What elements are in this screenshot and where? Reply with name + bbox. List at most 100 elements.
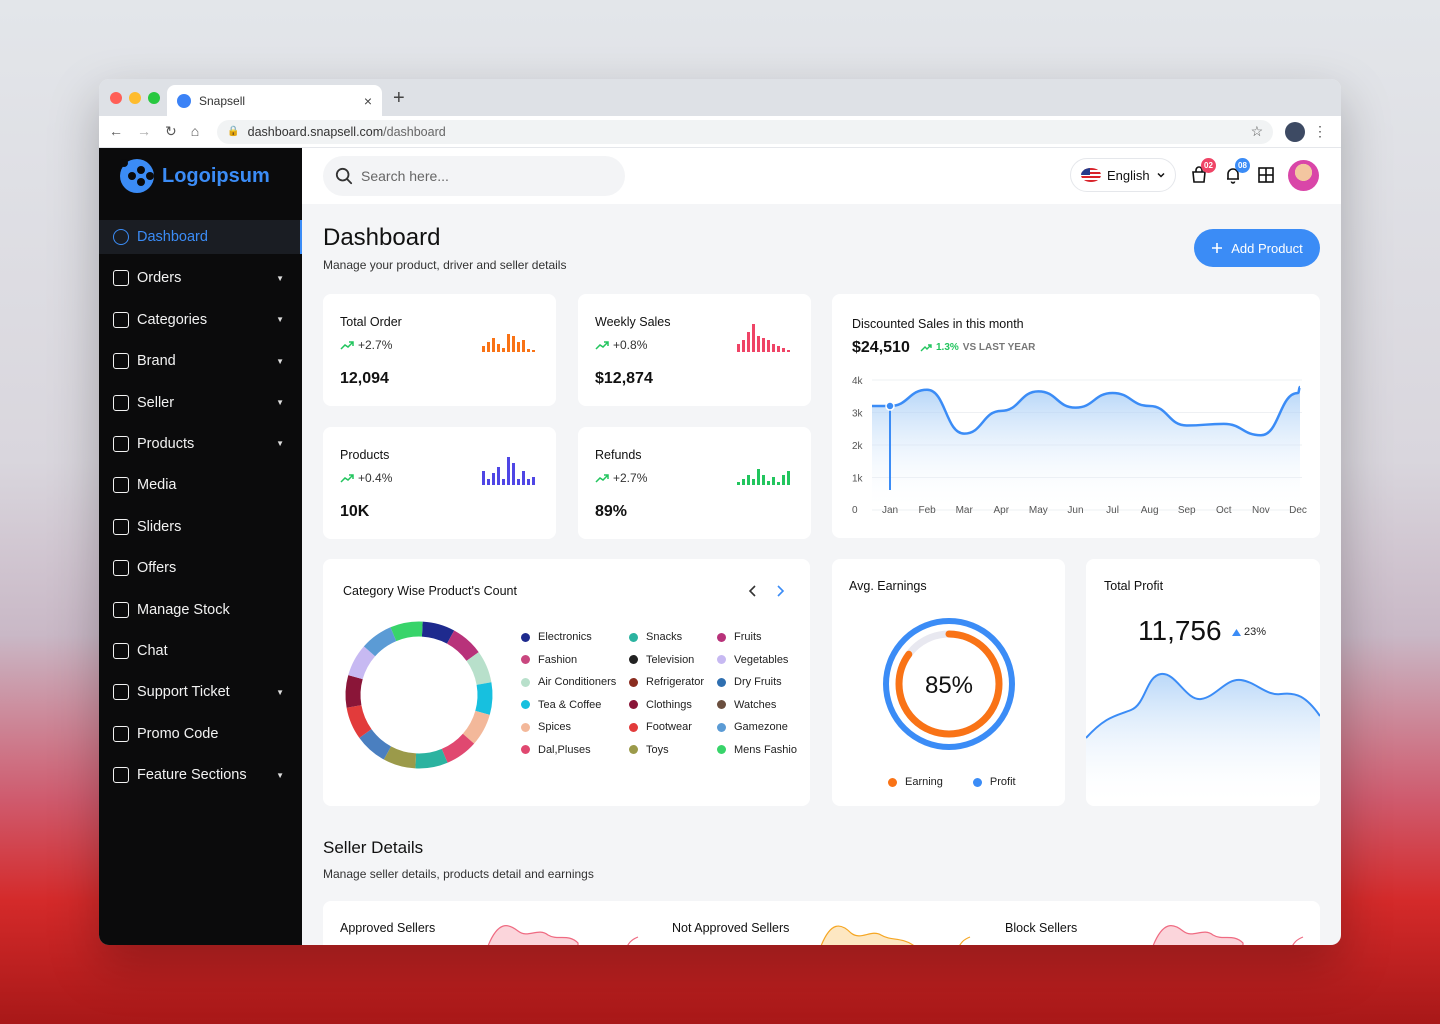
stat-card-refunds: Refunds +2.7% 89% xyxy=(578,427,811,539)
earnings-legend: Earning Profit xyxy=(888,776,1016,788)
legend-item: Dal,Pluses xyxy=(521,744,629,756)
user-avatar[interactable] xyxy=(1288,160,1319,191)
search-box xyxy=(323,156,625,196)
url-field[interactable]: 🔒 dashboard.snapsell.com/dashboard ☆ xyxy=(217,119,1274,144)
category-title: Category Wise Product's Count xyxy=(343,584,517,598)
discounted-sales-chart: 0 1k 2k 3k 4k Jan Feb Mar Apr May Jun Jul Aug Sep Oct N… xyxy=(852,376,1307,516)
language-select[interactable]: English xyxy=(1070,158,1176,192)
home-icon[interactable]: ⌂ xyxy=(190,123,200,139)
discounted-sales-card: Discounted Sales in this month $24,510 1… xyxy=(832,294,1320,538)
sidebar-item-support-ticket[interactable]: Support Ticket ▼ xyxy=(99,675,302,709)
x-tick-label: Apr xyxy=(993,505,1009,516)
chevron-down-icon[interactable]: ▼ xyxy=(276,439,284,449)
x-tick-label: Nov xyxy=(1252,505,1270,516)
donut-slice xyxy=(346,704,372,738)
legend-label: Tea & Coffee xyxy=(538,698,602,711)
stock-icon xyxy=(113,601,129,618)
notifications-button[interactable]: 08 xyxy=(1224,158,1250,184)
chevron-down-icon[interactable]: ▼ xyxy=(276,315,284,325)
window-controls xyxy=(110,92,160,104)
stat-delta: +2.7% xyxy=(340,338,392,352)
sidebar-item-label: Products xyxy=(137,435,195,452)
not-approved-sellers-label: Not Approved Sellers xyxy=(672,921,790,935)
tab-close-icon[interactable]: × xyxy=(363,92,372,109)
maximize-window-button[interactable] xyxy=(148,92,160,104)
sidebar-item-promo-code[interactable]: Promo Code xyxy=(99,717,302,751)
sidebar-item-seller[interactable]: Seller ▼ xyxy=(99,386,302,420)
sidebar-item-label: Media xyxy=(137,477,177,494)
back-icon[interactable]: ← xyxy=(109,123,123,139)
add-product-button[interactable]: Add Product xyxy=(1194,229,1320,267)
sparkline-bar xyxy=(512,336,515,352)
chat-icon xyxy=(113,642,129,659)
y-tick-label: 1k xyxy=(852,474,864,485)
profit-area-fill xyxy=(1086,673,1320,806)
stat-delta-value: +2.7% xyxy=(358,338,393,352)
orders-bag-button[interactable]: 02 xyxy=(1190,158,1216,184)
sparkline-bar xyxy=(532,477,535,485)
legend-item: Tea & Coffee xyxy=(521,699,629,711)
sidebar-item-orders[interactable]: Orders ▼ xyxy=(99,261,302,295)
close-window-button[interactable] xyxy=(110,92,122,104)
logo[interactable]: Logoipsum xyxy=(99,148,302,204)
sidebar-item-categories[interactable]: Categories ▼ xyxy=(99,303,302,337)
dashboard-icon xyxy=(113,229,129,245)
chevron-down-icon[interactable]: ▼ xyxy=(276,273,284,283)
x-tick-label: Sep xyxy=(1178,505,1196,516)
minimize-window-button[interactable] xyxy=(129,92,141,104)
x-tick-label: Dec xyxy=(1289,505,1307,516)
trend-up-icon xyxy=(595,474,609,483)
sidebar-item-manage-stock[interactable]: Manage Stock xyxy=(99,593,302,627)
chevron-down-icon[interactable]: ▼ xyxy=(276,687,284,697)
forward-icon[interactable]: → xyxy=(137,123,151,139)
donut-slice xyxy=(390,621,423,642)
legend-item: Gamezone xyxy=(717,721,797,733)
profit-delta: 23% xyxy=(1232,626,1266,638)
chevron-down-icon[interactable]: ▼ xyxy=(276,398,284,408)
sparkline-bar xyxy=(772,344,775,352)
donut-slice xyxy=(383,746,417,769)
chevron-left-icon[interactable] xyxy=(748,585,758,597)
legend-label: Gamezone xyxy=(734,721,788,733)
topbar: English 02 08 xyxy=(302,148,1341,204)
legend-label: Mens Fashion xyxy=(734,743,797,756)
sidebar-item-feature-sections[interactable]: Feature Sections ▼ xyxy=(99,758,302,792)
sidebar-item-offers[interactable]: Offers xyxy=(99,551,302,585)
x-tick-label: Feb xyxy=(918,505,936,516)
chevron-down-icon[interactable]: ▼ xyxy=(276,356,284,366)
sidebar-item-label: Feature Sections xyxy=(137,767,247,784)
sidebar-item-sliders[interactable]: Sliders xyxy=(99,510,302,544)
brand-icon xyxy=(113,353,129,370)
search-input[interactable] xyxy=(361,168,581,184)
sidebar-item-products[interactable]: Products ▼ xyxy=(99,427,302,461)
sidebar-item-chat[interactable]: Chat xyxy=(99,634,302,668)
sparkline-bar xyxy=(767,340,770,352)
y-tick-label: 2k xyxy=(852,441,864,452)
donut-slice xyxy=(363,627,397,657)
legend-dot xyxy=(717,722,726,732)
legend-label: Watches xyxy=(734,698,777,711)
legend-label: Television xyxy=(646,653,695,666)
new-tab-button[interactable]: + xyxy=(393,87,405,109)
sidebar-item-media[interactable]: Media xyxy=(99,468,302,502)
sidebar-item-brand[interactable]: Brand ▼ xyxy=(99,344,302,378)
browser-tab[interactable]: Snapsell × xyxy=(167,85,382,116)
chevron-right-icon[interactable] xyxy=(775,585,785,597)
reload-icon[interactable]: ↻ xyxy=(165,123,177,139)
sidebar-item-dashboard[interactable]: Dashboard xyxy=(99,220,302,254)
add-product-label: Add Product xyxy=(1231,240,1303,256)
sparkline-bar xyxy=(752,324,755,352)
browser-menu-icon[interactable]: ⋮ xyxy=(1313,123,1327,139)
legend-dot xyxy=(629,722,638,732)
page-subtitle: Manage your product, driver and seller d… xyxy=(323,258,567,272)
sidebar-item-label: Brand xyxy=(137,353,176,370)
highlight-point[interactable] xyxy=(885,401,895,411)
apps-grid-button[interactable] xyxy=(1257,166,1275,184)
bookmark-star-icon[interactable]: ☆ xyxy=(1250,123,1264,139)
legend-label: Spices xyxy=(538,721,572,733)
seller-section-title: Seller Details xyxy=(323,838,424,857)
sparkline-bar xyxy=(517,342,520,352)
browser-profile-avatar[interactable] xyxy=(1285,122,1305,142)
chevron-down-icon[interactable]: ▼ xyxy=(276,770,284,780)
sparkline-bar xyxy=(492,338,495,352)
